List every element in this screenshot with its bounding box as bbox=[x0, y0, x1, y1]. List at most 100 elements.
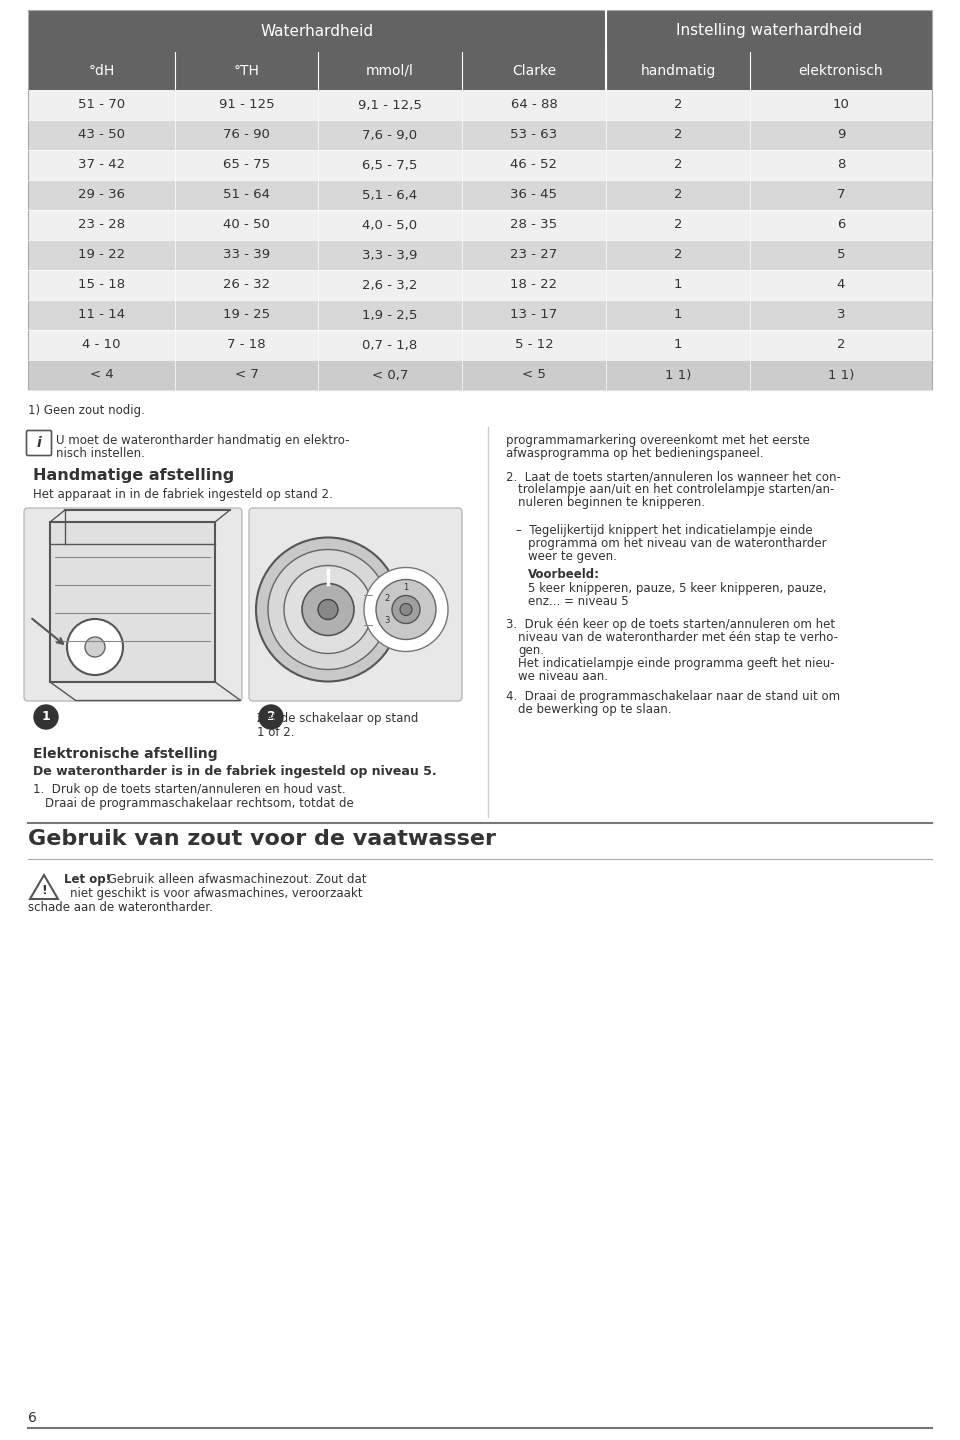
Text: Gebruik alleen afwasmachinezout. Zout dat: Gebruik alleen afwasmachinezout. Zout da… bbox=[104, 873, 367, 886]
Bar bbox=[318, 330, 462, 360]
Text: Het apparaat in in de fabriek ingesteld op stand 2.: Het apparaat in in de fabriek ingesteld … bbox=[33, 488, 333, 501]
Bar bbox=[750, 300, 932, 330]
Text: 1: 1 bbox=[41, 710, 50, 723]
Text: 1: 1 bbox=[674, 338, 683, 351]
Text: Voorbeeld:: Voorbeeld: bbox=[528, 567, 600, 580]
Text: 29 - 36: 29 - 36 bbox=[78, 189, 125, 202]
Text: 6,5 - 7,5: 6,5 - 7,5 bbox=[362, 158, 418, 171]
Text: 1,9 - 2,5: 1,9 - 2,5 bbox=[362, 308, 418, 321]
Bar bbox=[28, 300, 175, 330]
Text: 4,0 - 5,0: 4,0 - 5,0 bbox=[363, 219, 418, 232]
Text: 18 - 22: 18 - 22 bbox=[511, 278, 558, 291]
Bar bbox=[750, 330, 932, 360]
Text: 3,3 - 3,9: 3,3 - 3,9 bbox=[362, 249, 418, 262]
Text: 1.  Druk op de toets starten/annuleren en houd vast.: 1. Druk op de toets starten/annuleren en… bbox=[33, 783, 346, 796]
Text: elektronisch: elektronisch bbox=[799, 63, 883, 78]
Text: 76 - 90: 76 - 90 bbox=[223, 128, 270, 141]
Bar bbox=[318, 271, 462, 300]
Text: we niveau aan.: we niveau aan. bbox=[518, 670, 608, 683]
Bar bbox=[175, 360, 318, 390]
Text: 1 of 2.: 1 of 2. bbox=[257, 726, 295, 739]
Text: 5 - 12: 5 - 12 bbox=[515, 338, 553, 351]
Bar bbox=[606, 300, 750, 330]
Bar bbox=[175, 52, 318, 89]
Text: Draai de programmaschakelaar rechtsom, totdat de: Draai de programmaschakelaar rechtsom, t… bbox=[45, 796, 353, 809]
Text: 2.  Laat de toets starten/annuleren los wanneer het con-: 2. Laat de toets starten/annuleren los w… bbox=[506, 469, 841, 482]
Bar bbox=[750, 150, 932, 180]
Text: 2: 2 bbox=[384, 593, 390, 603]
Text: Handmatige afstelling: Handmatige afstelling bbox=[33, 468, 234, 482]
Circle shape bbox=[259, 706, 283, 729]
Text: 26 - 32: 26 - 32 bbox=[223, 278, 270, 291]
Bar bbox=[606, 330, 750, 360]
Bar bbox=[750, 240, 932, 271]
Text: °dH: °dH bbox=[88, 63, 114, 78]
Bar bbox=[318, 180, 462, 210]
Text: 46 - 52: 46 - 52 bbox=[511, 158, 558, 171]
Bar bbox=[50, 521, 215, 683]
Bar bbox=[606, 52, 750, 89]
Bar bbox=[462, 240, 606, 271]
Text: < 7: < 7 bbox=[234, 369, 258, 382]
Text: 5: 5 bbox=[837, 249, 845, 262]
Circle shape bbox=[67, 619, 123, 675]
Text: –  Tegelijkertijd knippert het indicatielampje einde: – Tegelijkertijd knippert het indicatiel… bbox=[516, 524, 812, 537]
Bar bbox=[606, 89, 750, 120]
Circle shape bbox=[34, 706, 58, 729]
Text: 11 - 14: 11 - 14 bbox=[78, 308, 125, 321]
Circle shape bbox=[392, 596, 420, 624]
Text: 4.  Draai de programmaschakelaar naar de stand uit om: 4. Draai de programmaschakelaar naar de … bbox=[506, 690, 840, 703]
Text: 1: 1 bbox=[674, 278, 683, 291]
Bar bbox=[175, 271, 318, 300]
Text: 1: 1 bbox=[403, 583, 409, 592]
Bar bbox=[462, 180, 606, 210]
Text: niveau van de waterontharder met één stap te verho-: niveau van de waterontharder met één sta… bbox=[518, 631, 838, 644]
Text: 7,6 - 9,0: 7,6 - 9,0 bbox=[363, 128, 418, 141]
Bar bbox=[318, 89, 462, 120]
Text: 4: 4 bbox=[837, 278, 845, 291]
Text: 6: 6 bbox=[28, 1411, 36, 1426]
Text: nuleren beginnen te knipperen.: nuleren beginnen te knipperen. bbox=[518, 495, 705, 508]
Text: 5 keer knipperen, pauze, 5 keer knipperen, pauze,: 5 keer knipperen, pauze, 5 keer knippere… bbox=[528, 582, 827, 595]
Bar bbox=[606, 150, 750, 180]
Bar bbox=[175, 240, 318, 271]
Text: Clarke: Clarke bbox=[512, 63, 556, 78]
Text: trolelampje aan/uit en het controlelampje starten/an-: trolelampje aan/uit en het controlelampj… bbox=[518, 482, 834, 495]
Text: 5,1 - 6,4: 5,1 - 6,4 bbox=[362, 189, 418, 202]
Text: 3: 3 bbox=[837, 308, 845, 321]
Text: de bewerking op te slaan.: de bewerking op te slaan. bbox=[518, 703, 671, 716]
Text: 1) Geen zout nodig.: 1) Geen zout nodig. bbox=[28, 405, 145, 418]
Bar bbox=[462, 360, 606, 390]
Text: U moet de waterontharder handmatig en elektro-: U moet de waterontharder handmatig en el… bbox=[56, 433, 349, 446]
Bar bbox=[750, 180, 932, 210]
Bar bbox=[462, 210, 606, 240]
FancyBboxPatch shape bbox=[27, 431, 52, 455]
Text: 2: 2 bbox=[674, 128, 683, 141]
FancyBboxPatch shape bbox=[249, 508, 462, 701]
Text: 91 - 125: 91 - 125 bbox=[219, 98, 275, 111]
Bar bbox=[28, 52, 175, 89]
Text: 51 - 64: 51 - 64 bbox=[223, 189, 270, 202]
Text: 2: 2 bbox=[267, 710, 276, 723]
Text: nisch instellen.: nisch instellen. bbox=[56, 446, 145, 459]
Text: gen.: gen. bbox=[518, 644, 544, 657]
Text: 64 - 88: 64 - 88 bbox=[511, 98, 558, 111]
Text: 10: 10 bbox=[832, 98, 850, 111]
Text: Waterhardheid: Waterhardheid bbox=[260, 23, 373, 39]
Text: 13 - 17: 13 - 17 bbox=[511, 308, 558, 321]
Circle shape bbox=[318, 599, 338, 619]
Text: 8: 8 bbox=[837, 158, 845, 171]
Bar bbox=[750, 360, 932, 390]
Bar bbox=[318, 300, 462, 330]
Text: 36 - 45: 36 - 45 bbox=[511, 189, 558, 202]
Bar bbox=[750, 271, 932, 300]
Circle shape bbox=[85, 636, 105, 657]
Text: Het indicatielampje einde programma geeft het nieu-: Het indicatielampje einde programma geef… bbox=[518, 657, 834, 670]
Bar bbox=[318, 150, 462, 180]
Bar bbox=[750, 52, 932, 89]
Bar bbox=[28, 120, 175, 150]
Bar bbox=[28, 89, 175, 120]
Bar bbox=[175, 89, 318, 120]
Bar bbox=[28, 150, 175, 180]
Bar bbox=[175, 120, 318, 150]
